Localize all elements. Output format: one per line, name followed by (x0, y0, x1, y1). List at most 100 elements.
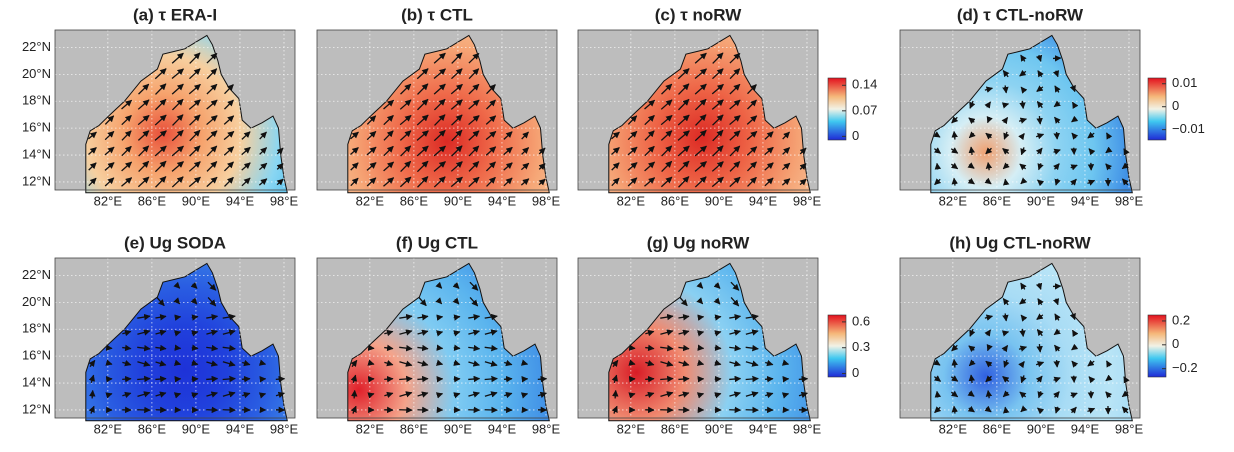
panel-title: (f) Ug CTL (396, 233, 478, 252)
lon-tick-label: 94°E (1071, 193, 1100, 208)
vector-arrow (88, 374, 95, 383)
vector-arrow (366, 146, 377, 156)
vector-arrow (933, 147, 942, 154)
vector-arrow (745, 344, 759, 352)
vector-arrow (484, 375, 498, 383)
vector-arrow (384, 329, 394, 337)
vector-arrow (781, 178, 791, 186)
vector-arrow (644, 161, 656, 172)
vector-arrow (155, 344, 167, 352)
vector-arrow (451, 129, 463, 142)
vector-arrow (782, 147, 791, 155)
vector-arrow (712, 114, 724, 126)
vector-arrow (745, 375, 759, 383)
vector-arrow (678, 176, 690, 188)
vector-arrow (1053, 328, 1061, 336)
vector-arrow (468, 83, 480, 95)
vector-arrow (191, 314, 199, 321)
vector-arrow (399, 329, 413, 336)
vector-arrow (1002, 148, 1010, 155)
vector-arrow (451, 114, 463, 126)
vector-arrow (1018, 133, 1025, 141)
vector-arrow (155, 360, 167, 367)
vector-arrow (729, 83, 741, 95)
vector-arrow (1105, 374, 1113, 382)
vector-arrow (934, 390, 942, 398)
vector-arrow (1106, 360, 1113, 368)
vector-arrow (729, 176, 741, 188)
lon-tick-label: 82°E (939, 421, 968, 436)
lon-tick-label: 90°E (1027, 421, 1056, 436)
vector-arrow (729, 130, 741, 141)
colorbar-tick-label: 0.2 (1172, 312, 1190, 327)
vector-arrow (436, 344, 444, 351)
vector-arrow (694, 176, 707, 188)
vector-arrow (537, 375, 548, 383)
lon-tick-label: 90°E (444, 193, 473, 208)
vector-arrow (503, 162, 513, 171)
vector-arrow (173, 359, 182, 366)
vector-arrow (694, 98, 707, 111)
vector-arrow (745, 329, 759, 336)
vector-arrow (154, 160, 167, 173)
vector-arrow (644, 115, 655, 126)
vector-arrow (206, 360, 218, 367)
vector-arrow (188, 176, 201, 188)
vector-arrow (951, 344, 959, 352)
vector-arrow (985, 360, 993, 368)
vector-arrow (350, 359, 358, 368)
vector-arrow (137, 375, 151, 383)
ocean-field (85, 34, 288, 194)
vector-arrow (1087, 407, 1096, 414)
vector-arrow (967, 405, 975, 413)
vector-arrow (984, 329, 992, 337)
colorbar-tick-label: −0.01 (1172, 121, 1205, 136)
vector-arrow (612, 389, 619, 399)
vector-arrow (450, 83, 463, 95)
vector-arrow (950, 390, 959, 398)
vector-arrow (1121, 390, 1129, 398)
vector-arrow (453, 344, 461, 351)
vector-arrow (714, 344, 722, 351)
vector-arrow (275, 391, 285, 399)
vector-arrow (400, 83, 412, 95)
vector-arrow (88, 131, 97, 140)
vector-arrow (537, 391, 547, 399)
vector-arrow (154, 98, 167, 111)
vector-arrow (661, 160, 673, 173)
vector-arrow (611, 147, 620, 155)
map-panel: (h) Ug CTL-noRW 82°E 86°E 90°E 94°E 98°E (899, 233, 1143, 436)
vector-arrow (1054, 406, 1061, 414)
vector-arrow (1036, 116, 1043, 125)
colorbar-tick-label: 0.01 (1172, 75, 1197, 90)
lon-tick-label: 90°E (705, 421, 734, 436)
vector-arrow (486, 176, 496, 187)
vector-arrow (433, 145, 446, 157)
vector-arrow (951, 116, 959, 124)
vector-arrow (1002, 70, 1010, 78)
vector-arrow (504, 391, 513, 399)
vector-arrow (984, 405, 992, 413)
colorbar-scale (827, 77, 847, 141)
vector-arrow (677, 98, 690, 111)
vector-arrow (276, 178, 284, 186)
colorbar-scale (827, 314, 847, 378)
vector-arrow (746, 146, 758, 156)
vector-arrow (1035, 147, 1043, 155)
vector-arrow (1020, 86, 1028, 94)
vector-arrow (154, 145, 167, 157)
vector-arrow (984, 86, 994, 93)
vector-arrow (206, 68, 218, 80)
vector-arrow (121, 130, 132, 141)
vector-arrow (154, 114, 167, 126)
vector-arrow (433, 83, 446, 95)
lon-tick-label: 82°E (94, 193, 123, 208)
vector-arrow (1020, 375, 1027, 384)
vector-arrow (351, 389, 358, 399)
vector-arrow (1054, 313, 1061, 321)
vector-arrow (712, 52, 724, 64)
vector-arrow (484, 313, 498, 321)
vector-arrow (714, 392, 722, 399)
vector-arrow (1071, 101, 1079, 109)
vector-arrow (434, 114, 446, 126)
